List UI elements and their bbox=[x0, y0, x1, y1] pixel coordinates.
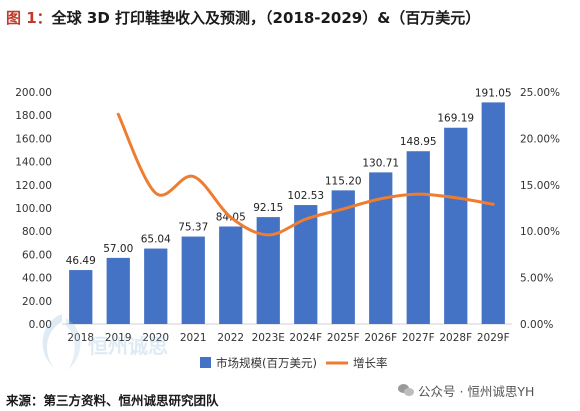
title-text: 全球 3D 打印鞋垫收入及预测，（2018-2029）&（百万美元） bbox=[51, 9, 481, 27]
growth-rate-point-2024F bbox=[304, 217, 307, 221]
bar-2029F bbox=[481, 102, 505, 324]
figure-label: 图 1： bbox=[6, 9, 52, 27]
growth-rate-point-2025F bbox=[342, 207, 345, 211]
bar-2025F bbox=[331, 190, 355, 324]
growth-rate-point-2029F bbox=[492, 203, 495, 206]
bar-value-label: 115.20 bbox=[325, 175, 362, 187]
bar-2028F bbox=[444, 127, 468, 325]
x-tick-label: 2026F bbox=[364, 332, 397, 344]
growth-rate-point-2019 bbox=[117, 113, 120, 116]
x-tick-label: 2023E bbox=[252, 332, 285, 344]
y-left-tick-label: 160.00 bbox=[15, 133, 52, 145]
growth-rate-point-2020 bbox=[154, 191, 157, 195]
x-tick-label: 2020 bbox=[142, 332, 169, 344]
x-tick-label: 2028F bbox=[439, 332, 472, 344]
y-left-tick-label: 80.00 bbox=[22, 226, 52, 238]
wechat-icon bbox=[398, 384, 414, 397]
source-note: 来源：第三方资料、恒州诚思研究团队 bbox=[6, 393, 219, 408]
growth-rate-point-2027F bbox=[417, 192, 420, 196]
bar-value-label: 102.53 bbox=[287, 190, 324, 202]
y-left-tick-label: 140.00 bbox=[15, 157, 52, 169]
x-tick-label: 2018 bbox=[67, 332, 94, 344]
bar-2022 bbox=[219, 226, 243, 324]
y-right-tick-label: 15.00% bbox=[520, 180, 560, 192]
y-left-tick-label: 20.00 bbox=[22, 296, 52, 308]
x-tick-label: 2025F bbox=[327, 332, 360, 344]
x-tick-label: 2027F bbox=[402, 332, 435, 344]
bar-value-label: 65.04 bbox=[141, 234, 171, 246]
y-left-tick-label: 120.00 bbox=[15, 180, 52, 192]
y-right-tick-label: 25.00% bbox=[520, 87, 560, 99]
logo-swirl-icon bbox=[42, 314, 81, 370]
bar-value-label: 169.19 bbox=[437, 113, 474, 125]
legend-line-label: 增长率 bbox=[353, 356, 388, 370]
x-tick-label: 2029F bbox=[477, 332, 510, 344]
y-right-tick-label: 0.00% bbox=[520, 319, 553, 331]
logo-watermark: 恒州诚思 bbox=[32, 308, 182, 378]
growth-rate-point-2023E bbox=[267, 233, 270, 237]
y-left-tick-label: 200.00 bbox=[15, 87, 52, 99]
combo-chart: 0.00 20.00 40.00 60.00 80.00 100.00 120.00 140.… bbox=[15, 87, 560, 370]
growth-rate-point-2026F bbox=[379, 197, 382, 200]
bar-value-label: 191.05 bbox=[475, 87, 512, 99]
legend-bar-label: 市场规模(百万美元) bbox=[216, 356, 317, 370]
y-left-tick-label: 40.00 bbox=[22, 273, 52, 285]
x-tick-label: 2021 bbox=[180, 332, 207, 344]
growth-rate-point-2022 bbox=[229, 216, 232, 219]
bar-value-label: 75.37 bbox=[178, 222, 208, 234]
x-tick-label: 2019 bbox=[105, 332, 132, 344]
bar-value-label: 148.95 bbox=[400, 136, 437, 148]
chart-title: 图 1：全球 3D 打印鞋垫收入及预测，（2018-2029）&（百万美元） bbox=[6, 7, 480, 28]
y-left-tick-label: 60.00 bbox=[22, 249, 52, 261]
y-right-tick-label: 5.00% bbox=[520, 273, 553, 285]
legend-bar-swatch bbox=[200, 357, 211, 368]
bar-2024F bbox=[294, 205, 318, 324]
growth-rate-point-2021 bbox=[192, 175, 195, 178]
growth-rate-point-2028F bbox=[454, 196, 457, 199]
bar-2020 bbox=[144, 248, 168, 324]
chart-area: 0.00 20.00 40.00 60.00 80.00 100.00 120.00 140.… bbox=[0, 44, 580, 388]
bar-value-label: 46.49 bbox=[66, 255, 96, 267]
bar-2023E bbox=[256, 217, 280, 324]
bar-2018 bbox=[69, 270, 93, 324]
x-tick-label: 2022 bbox=[217, 332, 244, 344]
y-right-tick-label: 20.00% bbox=[520, 133, 560, 145]
wechat-watermark-text: 公众号 · 恒州诚思YH bbox=[418, 384, 535, 399]
wechat-watermark: 公众号 · 恒州诚思YH bbox=[398, 381, 534, 400]
bar-value-label: 130.71 bbox=[362, 157, 399, 169]
bar-value-label: 57.00 bbox=[103, 243, 133, 255]
y-left-tick-label: 0.00 bbox=[29, 319, 52, 331]
y-right-tick-label: 10.00% bbox=[520, 226, 560, 238]
y-left-tick-label: 100.00 bbox=[15, 203, 52, 215]
x-tick-label: 2024F bbox=[289, 332, 322, 344]
y-left-tick-label: 180.00 bbox=[15, 110, 52, 122]
bar-2019 bbox=[106, 257, 130, 324]
bar-value-label: 92.15 bbox=[253, 202, 283, 214]
logo-watermark-text: 恒州诚思 bbox=[88, 334, 168, 358]
bar-2026F bbox=[369, 172, 393, 324]
bar-2027F bbox=[406, 151, 430, 324]
bar-2021 bbox=[181, 236, 205, 324]
